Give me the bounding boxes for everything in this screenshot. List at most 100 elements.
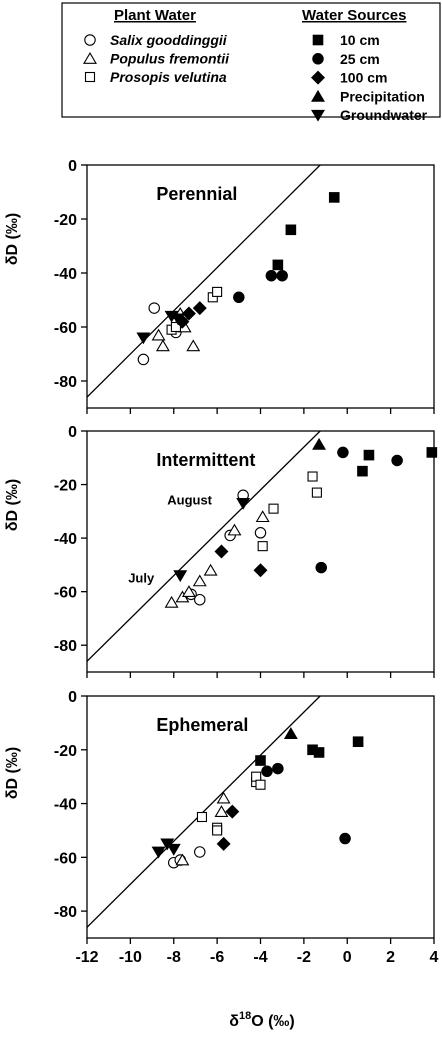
- point-populus-fremontii: [186, 339, 201, 352]
- point-populus-fremontii: [151, 328, 166, 341]
- series-groundwater-ephemeral: [151, 838, 181, 859]
- point-groundwater: [166, 843, 181, 856]
- series-25-cm-intermittent: [315, 446, 403, 574]
- series-100-cm-ephemeral: [216, 804, 240, 851]
- legend-water-sources-title: Water Sources: [302, 7, 406, 24]
- point-25-cm: [315, 561, 327, 574]
- series-25-cm-ephemeral: [261, 762, 351, 845]
- y-tick-label-perennial: -20: [54, 212, 77, 229]
- y-axis-label-perennial: δD (‰): [4, 213, 21, 265]
- y-tick-label-perennial: -80: [54, 374, 77, 391]
- point-prosopis-velutina: [212, 286, 223, 297]
- series-prosopis-velutina-intermittent: [257, 471, 322, 552]
- point-groundwater: [151, 846, 166, 859]
- legend-marker-salix-gooddinggii: [84, 34, 96, 46]
- point-25-cm: [276, 269, 288, 282]
- panel-title-perennial: Perennial: [156, 184, 237, 204]
- x-tick-label: -4: [253, 949, 267, 966]
- annotation-july: July: [128, 570, 155, 585]
- point-salix-gooddinggii: [137, 353, 150, 366]
- point-100-cm: [216, 836, 231, 851]
- legend-plant-items: Salix gooddinggii Populus fremontii Prosop…: [83, 32, 230, 85]
- point-salix-gooddinggii: [194, 593, 206, 606]
- y-tick-label-intermittent: 0: [68, 424, 77, 441]
- y-tick-label-intermittent: -20: [54, 478, 77, 495]
- y-tick-label-ephemeral: 0: [68, 689, 77, 706]
- point-10-cm: [426, 447, 438, 458]
- point-prosopis-velutina: [311, 487, 322, 498]
- point-25-cm: [233, 291, 245, 304]
- legend-marker-groundwater: [311, 109, 325, 122]
- legend-marker-populus-fremontii: [83, 52, 97, 64]
- point-prosopis-velutina: [170, 321, 181, 333]
- meteoric-water-line-ephemeral: [87, 696, 321, 928]
- panels: 0-20-40-60-80Perennial0-20-40-60-80Inter…: [54, 158, 439, 966]
- y-axis-label-ephemeral: δD (‰): [4, 747, 21, 799]
- point-prosopis-velutina: [196, 811, 207, 823]
- point-populus-fremontii: [203, 563, 218, 576]
- point-salix-gooddinggii: [194, 846, 206, 858]
- series-100-cm-intermittent: [214, 544, 268, 578]
- series-populus-fremontii-ephemeral: [175, 791, 231, 866]
- x-tick-label: -10: [119, 949, 142, 966]
- x-tick-label: 4: [430, 949, 439, 966]
- y-tick-label-intermittent: -80: [54, 638, 77, 655]
- panel-intermittent: 0 -20 -40 -60 -80 Intermittent August July: [54, 424, 438, 678]
- point-25-cm: [265, 269, 278, 282]
- series-precipitation-ephemeral: [283, 727, 298, 739]
- point-populus-fremontii: [155, 339, 170, 352]
- series-groundwater-perennial: [136, 310, 186, 345]
- point-10-cm: [285, 224, 297, 236]
- point-prosopis-velutina: [255, 779, 266, 790]
- meteoric-water-line-perennial: [87, 165, 321, 398]
- point-10-cm: [363, 449, 375, 461]
- annotation-august: August: [167, 493, 212, 508]
- legend-label-populus-fremontii: Populus fremontii: [110, 51, 230, 67]
- point-populus-fremontii: [164, 595, 179, 608]
- series-groundwater-intermittent: [173, 497, 251, 583]
- x-tick-label: -12: [75, 949, 98, 966]
- point-100-cm: [225, 804, 240, 819]
- y-axis-label-intermittent: δD (‰): [4, 479, 21, 531]
- point-10-cm: [328, 192, 340, 203]
- point-10-cm: [313, 747, 325, 758]
- y-tick-label-intermittent: -60: [54, 585, 77, 602]
- panel-title-intermittent: Intermittent: [156, 450, 255, 470]
- x-tick-label: 2: [386, 949, 395, 966]
- x-axis-label: δ18O (‰): [229, 1010, 295, 1030]
- y-tick-label-ephemeral: -60: [54, 850, 77, 867]
- panel-perennial: 0 -20 -40 -60 -80 Perennial: [54, 158, 435, 414]
- point-precipitation: [283, 727, 298, 739]
- plot-frame-perennial: [86, 164, 435, 409]
- point-groundwater: [171, 313, 186, 326]
- point-populus-fremontii: [255, 510, 270, 523]
- point-100-cm: [253, 563, 268, 578]
- series-populus-fremontii-intermittent: [164, 510, 270, 608]
- y-tick-label-ephemeral: -80: [54, 904, 77, 921]
- point-precipitation: [312, 437, 327, 450]
- legend-box: [61, 2, 441, 118]
- point-10-cm: [272, 259, 284, 271]
- legend-label-salix-gooddinggii: Salix gooddinggii: [110, 32, 228, 48]
- point-prosopis-velutina: [307, 471, 318, 482]
- point-salix-gooddinggii: [148, 302, 160, 314]
- legend: Plant Water Water Sources Salix goodding…: [61, 2, 441, 123]
- point-prosopis-velutina: [268, 503, 279, 514]
- point-groundwater: [236, 497, 251, 510]
- x-tick-label: -8: [167, 949, 181, 966]
- point-10-cm: [255, 755, 266, 766]
- y-tick-label-ephemeral: -40: [54, 797, 77, 814]
- legend-label-100-cm: 100 cm: [340, 70, 387, 86]
- series-25-cm-perennial: [233, 269, 288, 304]
- series-10-cm-perennial: [272, 192, 340, 271]
- point-25-cm: [261, 765, 273, 778]
- legend-label-prosopis-velutina: Prosopis velutina: [110, 69, 227, 85]
- series-prosopis-velutina-perennial: [166, 286, 223, 335]
- point-100-cm: [192, 301, 207, 316]
- x-axis-label-sup: 18: [239, 1010, 251, 1022]
- x-tick-label: 0: [343, 949, 352, 966]
- y-tick-label-perennial: -40: [54, 266, 77, 283]
- point-prosopis-velutina: [212, 825, 223, 836]
- point-groundwater: [136, 332, 151, 345]
